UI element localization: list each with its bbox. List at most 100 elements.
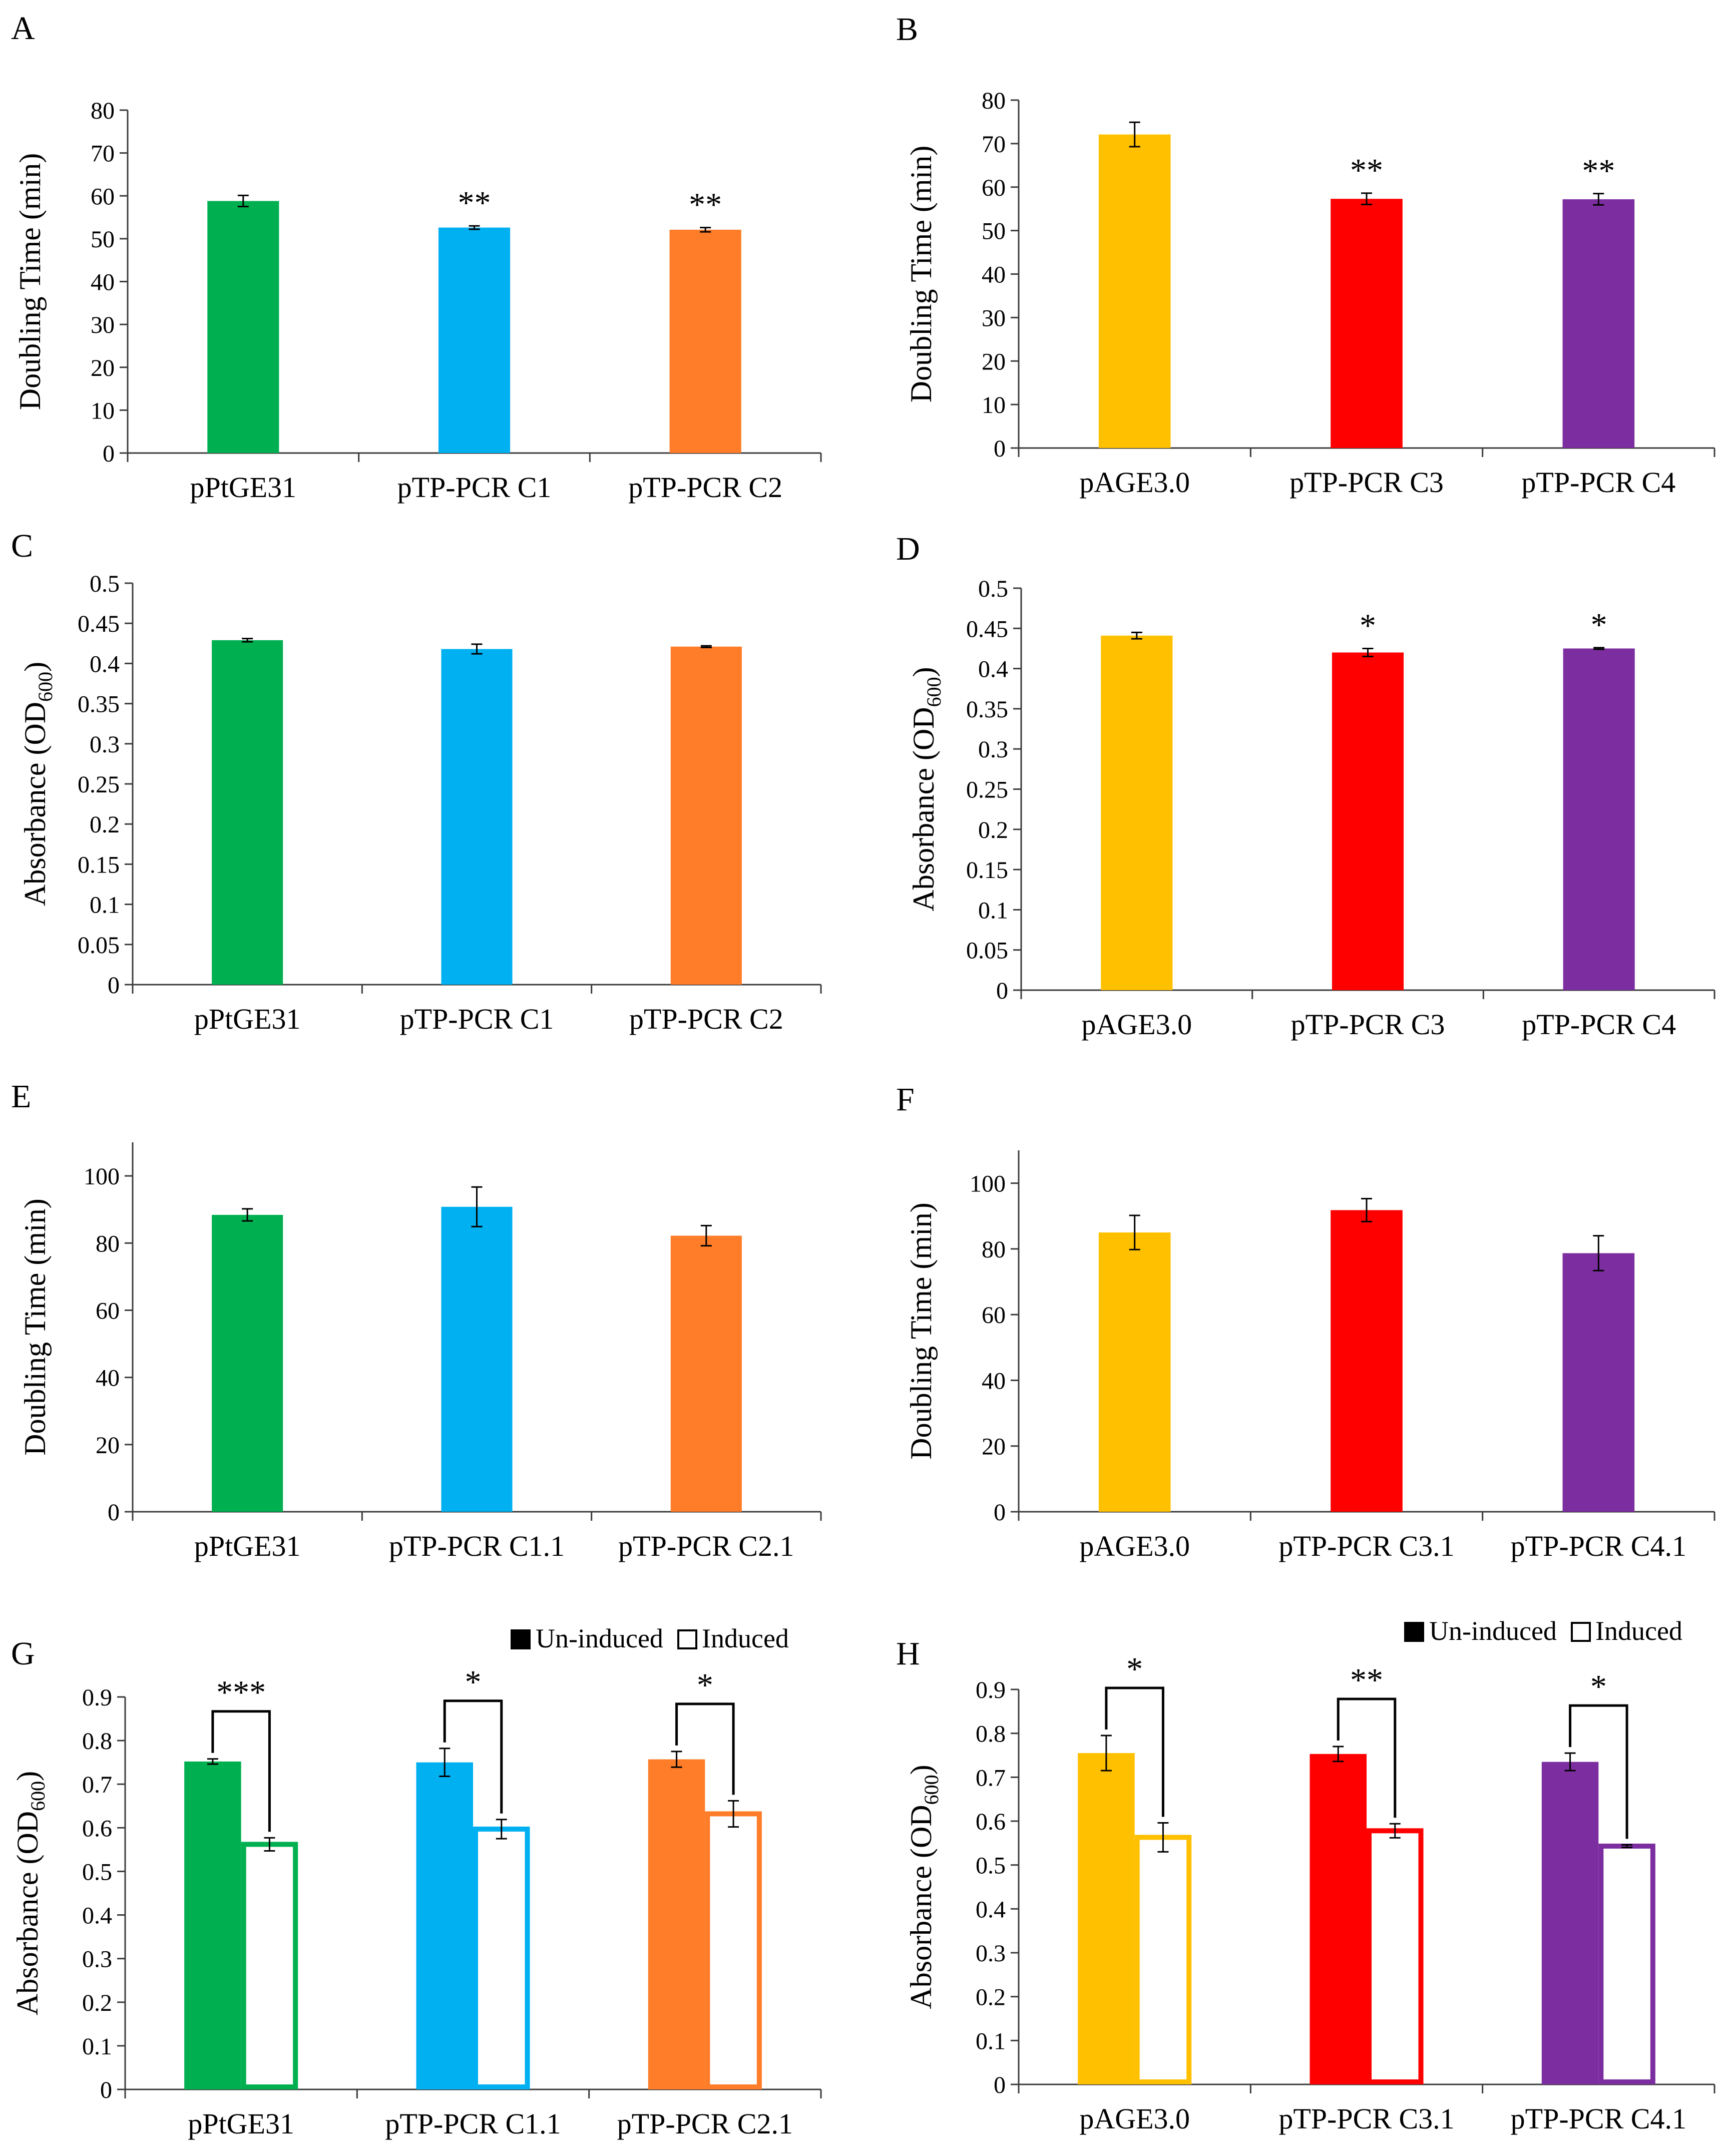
bar-un-induced (416, 1762, 473, 2089)
bar-un-induced (1078, 1753, 1135, 2084)
chart-panel-c: C 0 0.05 0.1 0.15 0.2 0.25 0.3 0.35 0.4 0.45 0.5 pPt… (11, 528, 822, 1035)
chart-panel-b: B 0 10 20 30 40 50 60 70 80 pAGE3.0 pTP-PCR C3 pTP-P… (896, 11, 1715, 499)
bar (670, 1235, 742, 1512)
significance-bracket (443, 1699, 503, 1814)
y-tick-label: 0.3 (90, 731, 120, 758)
y-tick-label: 20 (91, 355, 115, 381)
y-tick-label: 100 (84, 1163, 120, 1190)
y-tick-label: 0.2 (90, 811, 120, 838)
y-tick-label: 0 (108, 1499, 120, 1526)
y-tick-label: 0.25 (966, 777, 1008, 803)
y-tick-label: 0.2 (978, 817, 1008, 843)
y-axis-label-text: Absorbance (OD (19, 702, 52, 906)
bar (669, 229, 741, 453)
y-tick-label: 0.5 (90, 571, 120, 597)
y-tick-label: 20 (982, 1434, 1006, 1460)
y-tick-label: 0.2 (82, 1990, 112, 2016)
bar (438, 227, 511, 453)
y-tick-label: 0.6 (82, 1815, 112, 1842)
x-tick-label: pTP-PCR C3 (1289, 466, 1444, 499)
y-tick-label: 20 (96, 1432, 120, 1459)
panel-label: C (11, 528, 33, 564)
chart-panel-d: D 0 0.05 0.1 0.15 0.2 0.25 0.3 0.35 0.4 0.45 0.5 pAG… (896, 531, 1715, 1041)
x-tick-label: pAGE3.0 (1079, 466, 1190, 499)
y-tick-label: 30 (91, 312, 115, 338)
y-tick-label: 70 (982, 131, 1006, 158)
y-axis-label-text: Doubling Time (min) (905, 146, 938, 402)
x-tick-label: pPtGE31 (190, 471, 296, 504)
panel-label: E (11, 1078, 31, 1115)
significance-marker: ** (1350, 152, 1383, 189)
significance-bracket (211, 1710, 271, 1832)
y-axis-label: Absorbance (OD600) (19, 662, 57, 906)
x-tick-label: pAGE3.0 (1081, 1008, 1192, 1041)
y-tick-label: 0.3 (976, 1940, 1006, 1967)
chart-panel-g: G 0 0.1 0.2 0.3 0.4 0.5 0.6 0.7 0.8 0.9 pPtGE31 pTP-… (11, 1623, 822, 2140)
y-tick-label: 0 (994, 436, 1006, 462)
bar (212, 640, 283, 985)
y-axis-label-text: Absorbance (OD (907, 707, 940, 911)
bar (1331, 1210, 1403, 1512)
legend-label: Un-induced (536, 1623, 663, 1653)
bar (1101, 635, 1173, 990)
y-tick-label: 0.1 (976, 2028, 1006, 2054)
legend-swatch-induced (677, 1629, 697, 1649)
y-tick-label: 0.5 (978, 576, 1008, 602)
bar-induced (1367, 1828, 1424, 2084)
chart-panel-e: E 0 20 40 60 80 100 pPtGE31 pTP-PCR C1.1 pTP-PCR … (11, 1078, 822, 1562)
y-axis-label-end: ) (907, 667, 940, 677)
x-tick-label: pTP-PCR C4.1 (1511, 1530, 1686, 1562)
y-axis-label-end: ) (11, 1771, 44, 1781)
y-axis-label-subscript: 600 (923, 677, 945, 707)
y-tick-label: 0.7 (82, 1772, 112, 1798)
y-axis-label-text: Doubling Time (min) (905, 1202, 938, 1459)
x-tick-label: pTP-PCR C2 (629, 1003, 783, 1035)
y-tick-label: 0.1 (82, 2033, 112, 2060)
y-axis-label: Doubling Time (min) (905, 1202, 938, 1459)
bar (1098, 134, 1171, 449)
x-tick-label: pAGE3.0 (1079, 2102, 1190, 2135)
y-tick-label: 0.3 (82, 1946, 112, 1973)
significance-marker: ** (1582, 153, 1615, 189)
y-axis-label: Doubling Time (min) (19, 1198, 52, 1455)
y-axis-label-text: Absorbance (OD (905, 1805, 938, 2009)
legend-label: Induced (702, 1623, 789, 1653)
y-tick-label: 60 (91, 183, 115, 210)
legend-swatch-un-induced (511, 1629, 531, 1649)
y-tick-label: 0.9 (82, 1684, 112, 1711)
legend: Un-induced Induced (1404, 1616, 1682, 1646)
y-axis-label: Absorbance (OD600) (907, 667, 945, 911)
chart-panel-f: F 0 20 40 60 80 100 pAGE3.0 pTP-PCR C3.1 pTP-PCR … (896, 1081, 1715, 1562)
x-tick-label: pPtGE31 (194, 1003, 301, 1035)
y-tick-label: 80 (982, 1236, 1006, 1263)
bar-induced (473, 1826, 530, 2090)
chart-panel-a: A 0 10 20 30 40 50 60 70 80 pPtGE31 pTP-PCR C1 pTP-P… (11, 10, 822, 504)
x-tick-label: pTP-PCR C3 (1291, 1008, 1445, 1041)
y-tick-label: 0.8 (976, 1721, 1006, 1748)
y-tick-label: 0.35 (78, 691, 120, 718)
y-tick-label: 0.8 (82, 1728, 112, 1755)
y-tick-label: 0 (108, 972, 120, 999)
y-tick-label: 60 (982, 1302, 1006, 1329)
bar-induced (1134, 1835, 1192, 2085)
bar (1331, 199, 1403, 448)
bar-induced (1598, 1843, 1655, 2084)
x-tick-label: pTP-PCR C1 (397, 471, 552, 504)
x-tick-label: pTP-PCR C1.1 (389, 1530, 565, 1562)
x-tick-label: pTP-PCR C2.1 (617, 2107, 793, 2140)
y-tick-label: 0.15 (78, 851, 120, 878)
y-tick-label: 60 (96, 1298, 120, 1324)
significance-marker: * (1591, 607, 1607, 643)
y-tick-label: 10 (982, 392, 1006, 418)
y-tick-label: 0.45 (78, 611, 120, 637)
y-tick-label: 40 (96, 1365, 120, 1392)
y-axis-label-end: ) (905, 1765, 938, 1775)
y-tick-label: 30 (982, 305, 1006, 331)
x-tick-label: pTP-PCR C4 (1522, 1008, 1676, 1041)
y-axis-label-text: Doubling Time (min) (19, 1198, 52, 1455)
significance-bracket (1337, 1697, 1397, 1818)
x-tick-label: pTP-PCR C1.1 (385, 2107, 561, 2140)
significance-bracket (675, 1702, 735, 1795)
y-axis-label-subscript: 600 (34, 672, 57, 702)
bar (1098, 1232, 1171, 1512)
